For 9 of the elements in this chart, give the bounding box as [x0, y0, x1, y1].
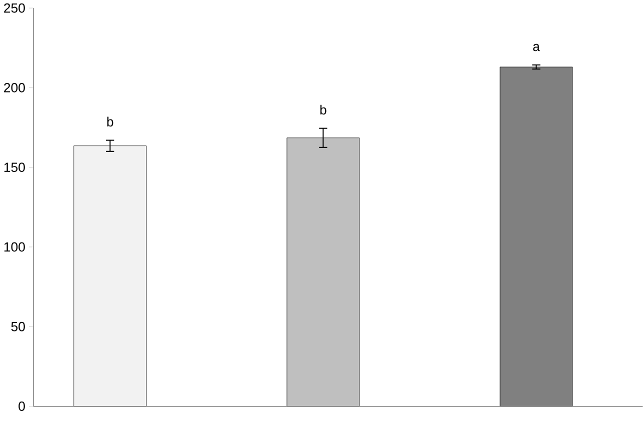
y-tick-label: 200	[4, 82, 25, 92]
annotation: b	[107, 116, 114, 126]
y-tick-label: 50	[11, 322, 25, 332]
y-tick-label: 250	[4, 3, 25, 13]
y-tick-label: 150	[4, 162, 25, 172]
annotation: b	[320, 104, 326, 114]
annotation: a	[533, 44, 540, 52]
y-tick-label: 0	[18, 401, 25, 411]
y-tick-label: 100	[4, 242, 25, 252]
